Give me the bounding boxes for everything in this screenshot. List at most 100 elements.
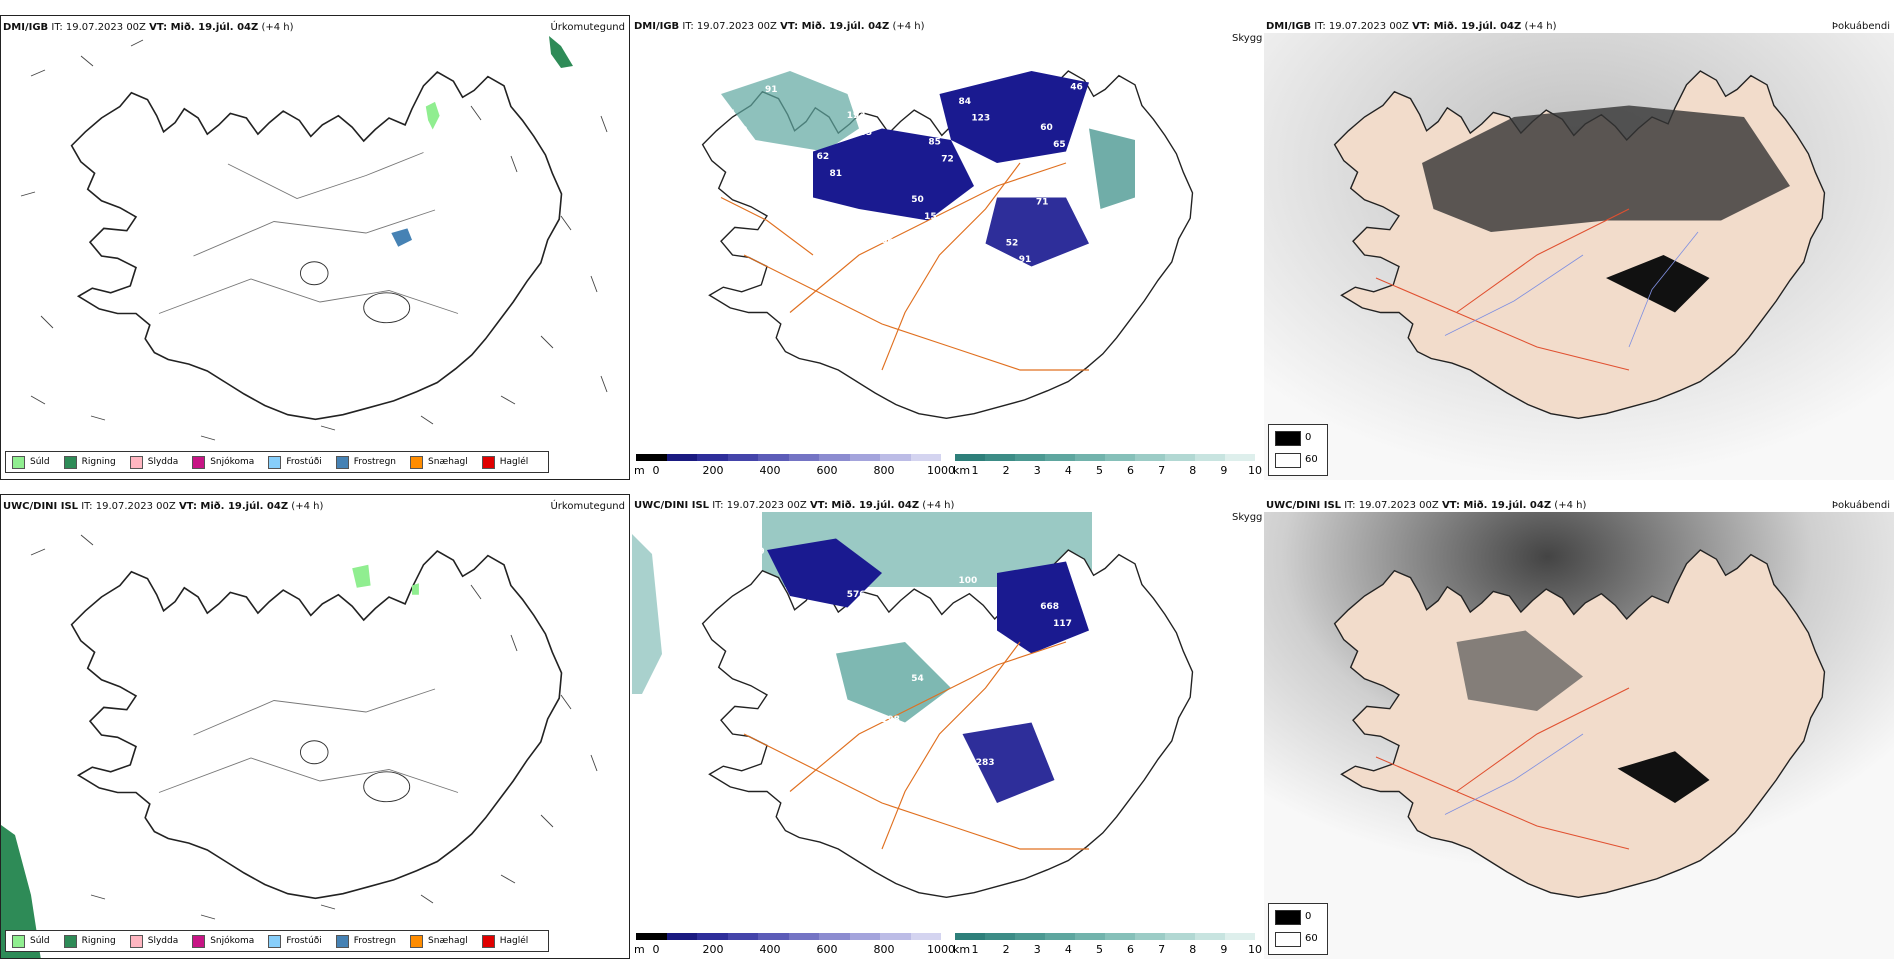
- colorbar-segment: [1165, 933, 1196, 940]
- visibility-value-label: 83: [864, 773, 877, 783]
- colorbar-unit: km: [953, 464, 971, 477]
- swatch-freezing-rain: [335, 455, 349, 469]
- colorbar-tick: 800: [873, 464, 895, 477]
- visibility-value-label: 72: [941, 154, 954, 164]
- colorbar-segment: [1165, 454, 1196, 461]
- colorbar-segment: [910, 454, 942, 461]
- colorbar-segment: [697, 933, 729, 940]
- colorbar-tick: 8: [1189, 464, 1197, 477]
- visibility-value-label: 84: [959, 97, 972, 107]
- swatch-freezing-drizzle: [268, 934, 282, 948]
- visibility-value-label: 81: [1088, 744, 1101, 754]
- visibility-values-top: 37 86 60 13 85 77 62 83 45 60 74 46 50 46 50 84 89 193 52 1…: [722, 68, 1160, 306]
- visibility-value-label: 89: [928, 617, 941, 627]
- visibility-panel-bottom: UWC/DINI ISL IT: 19.07.2023 00Z VT: Mið.…: [632, 494, 1262, 959]
- colorbar-tick: 2: [1002, 464, 1010, 477]
- visibility-values-bottom: 98 198 668 668 89 81 250 283 66 83 49 59 54 40 77 100 58…: [722, 547, 1147, 783]
- visibility-value-label: 98: [722, 588, 735, 598]
- visibility-value-label: 123: [971, 114, 990, 124]
- swatch-sleet: [129, 455, 143, 469]
- fog-black-swatch: [1275, 910, 1301, 925]
- colorbar-segment: [1195, 933, 1226, 940]
- colorbar-tick: 400: [759, 464, 781, 477]
- visibility-value-label: 77: [1088, 265, 1101, 275]
- fog-legend-top: 0 60: [1268, 424, 1328, 476]
- visibility-colorbar-m: m 0 200 400 600 800 1000: [634, 929, 955, 959]
- colorbar-segment: [1075, 933, 1106, 940]
- legend-item-0: Súld: [12, 455, 50, 469]
- colorbar-tick: 9: [1220, 464, 1228, 477]
- fog-map-top: [1264, 33, 1894, 480]
- visibility-value-label: 83: [976, 279, 989, 289]
- colorbar-segment: [819, 933, 851, 940]
- visibility-value-label: 71: [1036, 198, 1049, 208]
- visibility-value-label: 52: [1006, 238, 1019, 248]
- visibility-value-label: 77: [799, 689, 812, 699]
- legend-item-7: Haglél: [481, 934, 528, 948]
- visibility-value-label: 86: [1148, 183, 1161, 193]
- visibility-value-label: 100: [959, 576, 978, 586]
- legend-item-4: Frostúði: [268, 455, 322, 469]
- visibility-value-label: 668: [769, 729, 788, 739]
- legend-item-5: Frostregn: [335, 455, 396, 469]
- swatch-freezing-rain: [335, 934, 349, 948]
- colorbar-segment: [955, 933, 986, 940]
- visibility-value-label: 576: [847, 590, 866, 600]
- visibility-label: Skyggni: [1232, 512, 1262, 523]
- legend-item-3: Snjókoma: [192, 455, 254, 469]
- colorbar-segment: [758, 933, 790, 940]
- visibility-value-label: 117: [1053, 619, 1072, 629]
- fog-white-swatch: [1275, 453, 1301, 468]
- colorbar-tick: 4: [1064, 464, 1072, 477]
- visibility-value-label: 668: [1040, 602, 1059, 612]
- panel-title: UWC/DINI ISL IT: 19.07.2023 00Z VT: Mið.…: [3, 501, 324, 512]
- visibility-value-label: 60: [864, 294, 877, 304]
- visibility-value-label: 62: [817, 152, 830, 162]
- panel-kind-label: Þokuábendi: [1831, 21, 1890, 32]
- visibility-value-label: 58: [1118, 703, 1131, 713]
- visibility-value-label: 23: [1006, 717, 1019, 727]
- visibility-value-label: 86: [881, 236, 894, 246]
- visibility-value-label: 60: [1040, 123, 1053, 133]
- visibility-value-label: 85: [928, 138, 941, 148]
- legend-item-6: Snæhagl: [410, 934, 468, 948]
- colorbar-tick: 1: [971, 464, 979, 477]
- precip-legend-bottom: Súld Rigning Slydda Snjókoma Frostúði Fr…: [5, 930, 550, 952]
- legend-item-0: Súld: [12, 934, 50, 948]
- panel-kind-label: Þokuábendi: [1831, 500, 1890, 511]
- colorbar-segment: [758, 454, 790, 461]
- swatch-snow-grains: [410, 455, 424, 469]
- colorbar-segment: [666, 933, 698, 940]
- panel-kind-label: Úrkomutegund: [550, 22, 625, 33]
- visibility-value-label: 65: [1053, 140, 1066, 150]
- visibility-value-label: 198: [881, 715, 900, 725]
- colorbar-segment: [666, 454, 698, 461]
- visibility-value-label: 15: [924, 212, 937, 222]
- swatch-rain: [63, 455, 77, 469]
- visibility-label: Skyggni: [1232, 33, 1262, 44]
- fog-white-swatch: [1275, 932, 1301, 947]
- colorbar-segment: [1105, 454, 1136, 461]
- visibility-value-label: 110: [1083, 99, 1102, 109]
- visibility-value-label: 92: [941, 633, 954, 643]
- swatch-snow: [192, 455, 206, 469]
- colorbar-segment: [1135, 933, 1166, 940]
- visibility-map-bottom: 98 198 668 668 89 81 250 283 66 83 49 59 54 40 77 100 58…: [632, 512, 1194, 898]
- colorbar-segment: [727, 933, 759, 940]
- colorbar-tick: 10: [1248, 464, 1262, 477]
- colorbar-segment: [1015, 454, 1046, 461]
- colorbar-segment: [1135, 454, 1166, 461]
- visibility-value-label: 59: [782, 267, 795, 277]
- colorbar-segment: [880, 454, 912, 461]
- panel-kind-label: Úrkomutegund: [550, 501, 625, 512]
- visibility-value-label: 90: [989, 296, 1002, 306]
- fog-legend-bottom: 0 60: [1268, 903, 1328, 955]
- precip-legend-top: Súld Rigning Slydda Snjókoma Frostúði Fr…: [5, 451, 550, 473]
- colorbar-segment: [985, 454, 1016, 461]
- colorbar-segment: [788, 454, 820, 461]
- colorbar-segment: [849, 454, 881, 461]
- colorbar-segment: [1225, 933, 1256, 940]
- fog-black-swatch: [1275, 431, 1301, 446]
- visibility-value-label: 87: [894, 732, 907, 742]
- visibility-value-label: 45: [1135, 166, 1148, 176]
